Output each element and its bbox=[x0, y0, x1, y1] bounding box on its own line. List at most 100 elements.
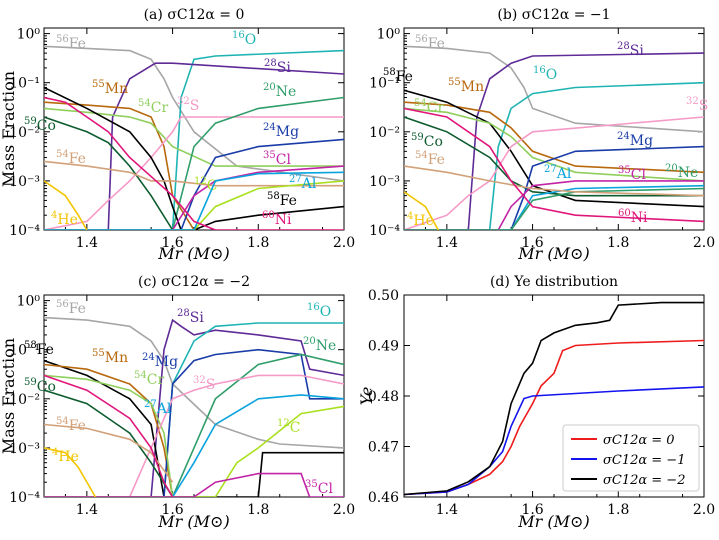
series-line-27Al bbox=[44, 171, 344, 230]
series-line-12C bbox=[44, 405, 344, 497]
panel-a-ylabel: Mass Fraction bbox=[0, 71, 18, 187]
series-label-56Fe: 56Fe bbox=[56, 299, 86, 317]
series-label-28Si: 28Si bbox=[617, 41, 644, 59]
y-tick-label: 0.50 bbox=[368, 288, 399, 304]
y-tick-label: 0.46 bbox=[368, 490, 399, 506]
series-line-35Cl bbox=[404, 180, 704, 230]
y-tick-label: 0.47 bbox=[368, 440, 399, 456]
series-label-24Mg: 24Mg bbox=[263, 122, 299, 140]
series-line-27Al bbox=[44, 394, 344, 497]
series-line-54Cr bbox=[44, 107, 344, 167]
series-label-28Si: 28Si bbox=[264, 58, 291, 76]
x-tick-label: 1.8 bbox=[247, 235, 269, 251]
series-line-56Fe bbox=[44, 45, 344, 182]
series-label-16O: 16O bbox=[307, 302, 331, 320]
series-line-60Ni bbox=[404, 107, 704, 223]
series-label-24Mg: 24Mg bbox=[142, 352, 178, 370]
series-line-σC12α = −2 bbox=[404, 301, 704, 496]
panel-a-xlabel: Mr (M⊙) bbox=[157, 244, 229, 263]
x-tick-label: 1.4 bbox=[436, 502, 458, 518]
y-tick-label: 10⁻³ bbox=[9, 174, 40, 190]
panel-d-xlabel: Mr (M⊙) bbox=[517, 512, 589, 531]
series-label-54Fe: 54Fe bbox=[415, 150, 445, 168]
series-label-27Al: 27Al bbox=[544, 164, 572, 182]
series-line-4He bbox=[404, 191, 440, 230]
series-label-32S: 32S bbox=[177, 96, 199, 114]
series-line-28Si bbox=[44, 62, 344, 230]
panel-d-title: (d) Ye distribution bbox=[490, 274, 618, 290]
series-line-55Mn bbox=[44, 363, 174, 497]
series-label-56Fe: 56Fe bbox=[415, 34, 445, 52]
series-line-59Co bbox=[44, 116, 174, 230]
series-label-55Mn: 55Mn bbox=[448, 77, 484, 95]
series-line-56Fe bbox=[404, 45, 704, 133]
series-label-55Mn: 55Mn bbox=[92, 79, 128, 97]
series-line-24Mg bbox=[44, 138, 344, 230]
series-line-35Cl bbox=[44, 165, 344, 230]
x-tick-label: 1.6 bbox=[521, 235, 543, 251]
series-line-55Mn bbox=[404, 101, 704, 174]
panel-d-series bbox=[404, 301, 704, 496]
series-label-35Cl: 35Cl bbox=[263, 150, 291, 168]
legend-entry: σC12α = −1 bbox=[603, 453, 685, 468]
series-line-58Fe bbox=[404, 89, 704, 208]
panel-d-axes: 1.4 1.6 1.8 2.0 0.46 0.47 0.48 0.49 0.50 bbox=[368, 288, 715, 518]
x-tick-label: 2.0 bbox=[693, 235, 715, 251]
series-line-54Cr bbox=[404, 107, 704, 182]
series-line-28Si bbox=[404, 52, 704, 230]
x-tick-label: 1.4 bbox=[436, 235, 458, 251]
series-line-32S bbox=[44, 374, 344, 497]
panel-c-xlabel: Mr (M⊙) bbox=[157, 512, 229, 531]
series-line-16O bbox=[44, 322, 344, 497]
series-line-60Ni bbox=[44, 374, 174, 497]
legend-entry: σC12α = −2 bbox=[603, 473, 685, 488]
x-tick-label: 1.6 bbox=[161, 235, 183, 251]
y-tick-label: 10⁻³ bbox=[9, 441, 40, 457]
x-tick-label: 2.0 bbox=[693, 502, 715, 518]
x-tick-label: 2.0 bbox=[333, 502, 355, 518]
series-line-24Mg bbox=[404, 145, 704, 230]
panel-a-axes: 1.4 1.6 1.8 2.0 10⁻⁴ 10⁻³ 10⁻² 10⁻¹ 10⁰ bbox=[9, 27, 355, 251]
panel-a-title: (a) σC12α = 0 bbox=[144, 7, 245, 23]
panel-b-axes: 1.4 1.6 1.8 2.0 10⁻⁴ 10⁻³ 10⁻² 10⁻¹ 10⁰ bbox=[369, 27, 715, 251]
panel-d-legend: σC12α = 0 σC12α = −1 σC12α = −2 bbox=[562, 424, 700, 492]
panel-b-title: (b) σC12α = −1 bbox=[497, 7, 610, 23]
panel-a-series: 56Fe 16O 28Si 55Mn 54Cr 32S 20Ne 59Co 58Fe 24Mg 35… bbox=[24, 30, 344, 230]
y-tick-label: 10⁻⁴ bbox=[369, 223, 400, 239]
series-label-20Ne: 20Ne bbox=[303, 336, 336, 354]
series-label-54Fe: 54Fe bbox=[56, 149, 86, 167]
series-label-35Cl: 35Cl bbox=[305, 479, 333, 497]
series-label-32S: 32S bbox=[193, 375, 215, 393]
series-label-24Mg: 24Mg bbox=[617, 131, 653, 149]
series-label-16O: 16O bbox=[533, 65, 557, 83]
panel-c-title: (c) σC12α = −2 bbox=[138, 274, 250, 290]
series-line-20Ne bbox=[404, 187, 704, 230]
y-tick-label: 10⁻¹ bbox=[9, 343, 40, 359]
series-line-σC12α = −1 bbox=[404, 386, 704, 496]
y-tick-label: 10⁻¹ bbox=[369, 76, 400, 92]
x-tick-label: 1.8 bbox=[247, 502, 269, 518]
y-tick-label: 10⁻² bbox=[369, 125, 400, 141]
panel-b-xlabel: Mr (M⊙) bbox=[517, 244, 589, 263]
y-tick-label: 10⁰ bbox=[17, 27, 41, 43]
y-tick-label: 10⁻¹ bbox=[9, 76, 40, 92]
series-line-16O bbox=[44, 49, 344, 230]
series-label-56Fe: 56Fe bbox=[56, 34, 86, 52]
legend-frame bbox=[562, 424, 700, 492]
series-line-60Ni bbox=[44, 96, 344, 230]
series-label-28Si: 28Si bbox=[177, 308, 204, 326]
series-line-56Fe bbox=[44, 316, 344, 449]
panel-c-ylabel: Mass Fraction bbox=[0, 338, 18, 454]
series-line-20Ne bbox=[44, 353, 344, 497]
series-line-16O bbox=[404, 81, 704, 230]
series-label-54Cr: 54Cr bbox=[414, 98, 444, 116]
series-line-54Fe bbox=[44, 423, 174, 483]
series-line-54Cr bbox=[44, 374, 174, 497]
series-label-54Cr: 54Cr bbox=[138, 98, 168, 116]
series-label-4He: 4He bbox=[407, 211, 434, 229]
x-tick-label: 1.8 bbox=[607, 502, 629, 518]
series-label-32S: 32S bbox=[686, 96, 708, 114]
y-tick-label: 0.48 bbox=[368, 389, 399, 405]
series-line-59Co bbox=[44, 389, 174, 497]
